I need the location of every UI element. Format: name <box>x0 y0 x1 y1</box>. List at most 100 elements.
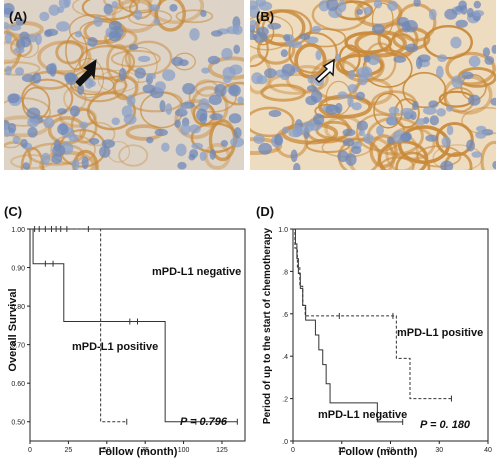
cell-nucleus <box>337 91 348 99</box>
cell-nucleus <box>376 125 384 136</box>
cell-nucleus <box>58 0 70 9</box>
stain-membrane <box>118 144 149 167</box>
cell-nucleus <box>208 94 222 106</box>
cell-nucleus <box>111 0 119 8</box>
cell-nucleus <box>290 41 302 49</box>
x-tick-label: 20 <box>387 447 395 454</box>
x-tick-label: 75 <box>141 447 149 454</box>
cell-nucleus <box>161 142 170 152</box>
cell-nucleus <box>356 91 365 101</box>
chart-c-ylabel: Overall Survival <box>7 288 19 371</box>
cell-nucleus <box>153 18 161 25</box>
cell-nucleus <box>159 100 166 112</box>
stain-membrane <box>445 51 496 86</box>
cell-nucleus <box>450 36 462 49</box>
cell-nucleus <box>230 136 244 148</box>
cell-nucleus <box>43 117 55 129</box>
panel-label-c: (C) <box>4 204 22 219</box>
stain-membrane <box>4 97 51 127</box>
cell-nucleus <box>210 30 223 37</box>
cell-nucleus <box>220 139 229 147</box>
cell-nucleus <box>415 118 427 126</box>
chart-c-xlabel: Follow (month) <box>99 446 178 458</box>
stain-membrane <box>111 0 159 34</box>
cell-nucleus <box>363 55 371 63</box>
cell-nucleus <box>373 0 383 9</box>
y-tick-label: 0.50 <box>11 420 25 427</box>
cell-nucleus <box>445 105 454 112</box>
cell-nucleus <box>154 128 168 137</box>
cell-nucleus <box>118 67 127 81</box>
cell-nucleus <box>461 71 474 80</box>
cell-nucleus <box>466 7 475 18</box>
cell-nucleus <box>137 55 151 63</box>
cell-nucleus <box>134 67 146 79</box>
cell-nucleus <box>200 9 207 18</box>
cell-nucleus <box>302 120 315 133</box>
cell-nucleus <box>214 83 227 97</box>
cell-nucleus <box>267 22 282 30</box>
cell-nucleus <box>233 44 241 54</box>
y-tick-label: 1.0 <box>278 227 288 234</box>
cell-nucleus <box>307 75 314 84</box>
cell-nucleus <box>22 162 30 170</box>
chart-c-pvalue: P = 0.796 <box>180 416 228 428</box>
cell-nucleus <box>188 153 196 161</box>
stain-membrane <box>147 0 205 25</box>
cell-nucleus <box>7 123 17 134</box>
cell-nucleus <box>228 84 241 97</box>
cell-nucleus <box>4 65 12 76</box>
cell-nucleus <box>198 98 210 112</box>
panel-label-a: (A) <box>9 9 27 24</box>
cell-nucleus <box>371 23 385 35</box>
km-curve-positive <box>293 228 452 400</box>
cell-nucleus <box>19 31 30 40</box>
cell-nucleus <box>56 21 70 32</box>
x-tick-label: 50 <box>103 447 111 454</box>
cell-nucleus <box>88 137 100 145</box>
cell-nucleus <box>258 142 273 155</box>
cell-nucleus <box>388 106 400 115</box>
stain-membrane <box>371 2 394 37</box>
panel-label-d: (D) <box>256 204 274 219</box>
cell-nucleus <box>134 9 143 21</box>
cell-nucleus <box>77 84 85 95</box>
panel-label-b: (B) <box>256 9 274 24</box>
cell-nucleus <box>274 134 284 146</box>
cell-nucleus <box>342 138 355 147</box>
cell-nucleus <box>108 20 122 31</box>
cell-nucleus <box>428 8 437 21</box>
cell-nucleus <box>209 148 216 160</box>
stain-membrane <box>70 108 98 144</box>
cell-nucleus <box>342 128 356 137</box>
cell-nucleus <box>299 33 311 40</box>
cell-nucleus <box>356 67 370 79</box>
cell-nucleus <box>148 4 161 12</box>
cell-nucleus <box>362 133 374 144</box>
cell-nucleus <box>229 64 243 75</box>
stain-membrane <box>260 83 306 102</box>
x-tick-label: 10 <box>338 447 346 454</box>
cell-nucleus <box>57 123 69 135</box>
cell-nucleus <box>108 30 122 42</box>
chart-d-pvalue: P = 0. 180 <box>420 419 471 431</box>
cell-nucleus <box>48 4 60 16</box>
cell-nucleus <box>305 95 318 106</box>
cell-nucleus <box>87 37 98 47</box>
cell-nucleus <box>425 134 439 142</box>
cell-nucleus <box>351 146 362 155</box>
cell-nucleus <box>256 26 269 37</box>
cell-nucleus <box>79 121 89 129</box>
cell-nucleus <box>142 84 156 94</box>
cell-nucleus <box>13 47 25 54</box>
cell-nucleus <box>484 56 495 65</box>
cell-nucleus <box>490 97 496 106</box>
cell-nucleus <box>52 144 66 157</box>
cell-nucleus <box>228 113 242 124</box>
y-tick-label: .8 <box>282 269 288 276</box>
cell-nucleus <box>123 113 137 125</box>
cell-nucleus <box>288 128 302 138</box>
cell-nucleus <box>199 151 207 161</box>
cell-nucleus <box>103 3 113 15</box>
cell-nucleus <box>188 124 201 134</box>
